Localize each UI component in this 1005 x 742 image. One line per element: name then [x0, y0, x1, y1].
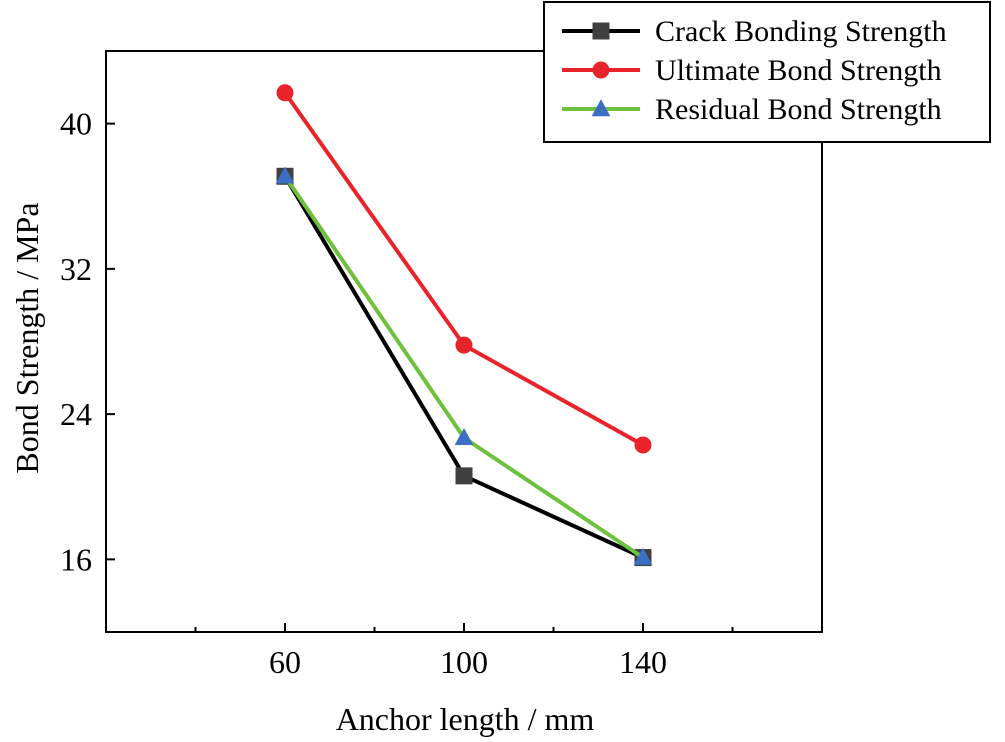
legend-marker	[592, 22, 610, 40]
x-tick-label: 140	[619, 644, 667, 680]
legend: Crack Bonding Strength Ultimate Bond Stre…	[543, 1, 991, 143]
legend-marker	[592, 61, 610, 79]
legend-label: Crack Bonding Strength	[655, 15, 947, 48]
y-tick-label: 40	[60, 106, 92, 142]
series-residual-bond-strength	[275, 166, 653, 565]
legend-label: Ultimate Bond Strength	[655, 54, 942, 87]
y-tick-label: 24	[60, 396, 92, 432]
x-axis: 60 100 140	[194, 623, 734, 680]
y-tick-label: 16	[60, 541, 92, 577]
y-axis: 16 24 32 40	[60, 106, 115, 577]
series-line	[283, 175, 644, 560]
data-point	[275, 166, 295, 184]
x-tick-label: 100	[440, 644, 488, 680]
legend-item: Ultimate Bond Strength	[562, 54, 942, 87]
data-point	[276, 84, 294, 102]
series-layer	[275, 84, 653, 567]
series-line	[283, 175, 645, 560]
x-tick-label: 60	[269, 644, 301, 680]
legend-marker	[591, 99, 611, 117]
legend-label: Residual Bond Strength	[655, 93, 942, 126]
y-axis-title: Bond Strength / MPa	[9, 202, 45, 473]
legend-item: Residual Bond Strength	[562, 93, 942, 126]
series-crack-bonding-strength	[276, 167, 652, 567]
series-ultimate-bond-strength	[276, 84, 652, 454]
data-point	[633, 547, 653, 565]
data-point	[634, 436, 652, 454]
data-point	[454, 428, 474, 445]
legend-item: Crack Bonding Strength	[562, 15, 947, 48]
x-axis-title: Anchor length / mm	[336, 701, 595, 737]
y-tick-label: 32	[60, 251, 92, 287]
data-point	[455, 467, 473, 485]
data-point	[455, 336, 473, 354]
